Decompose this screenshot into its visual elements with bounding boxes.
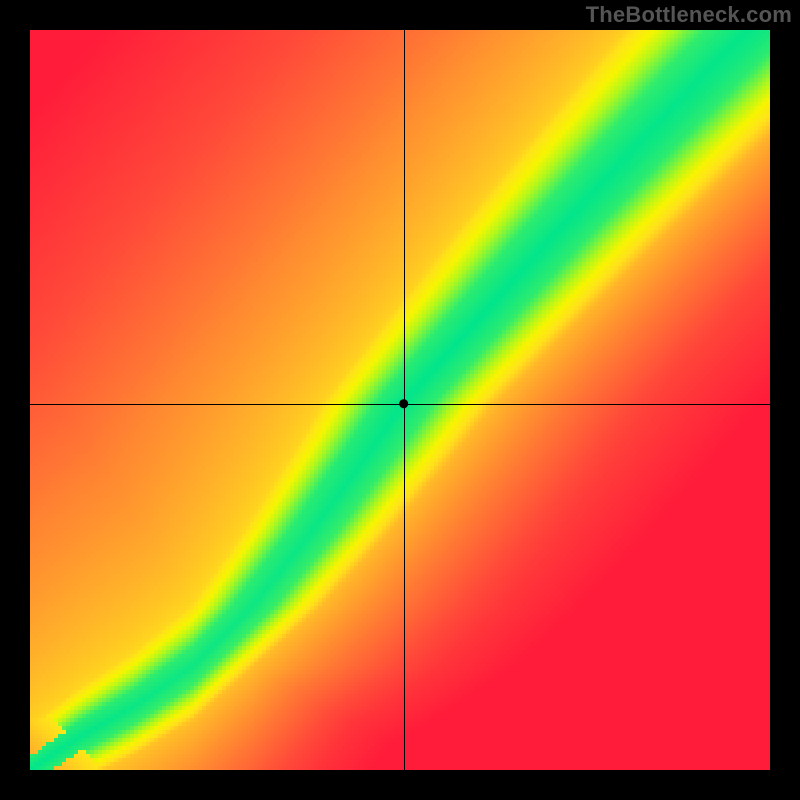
attribution-text: TheBottleneck.com xyxy=(586,0,800,28)
bottleneck-heatmap xyxy=(0,0,800,800)
